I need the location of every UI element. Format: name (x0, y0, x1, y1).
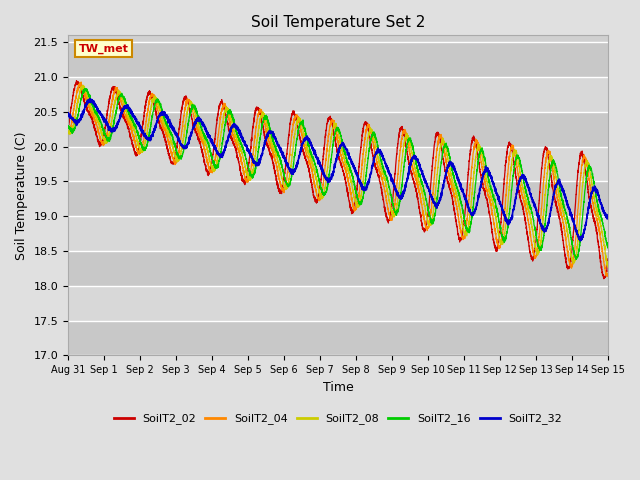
Bar (68, 251, 608, 286)
Bar (68, 42, 608, 77)
Bar (68, 181, 608, 216)
Text: TW_met: TW_met (79, 43, 129, 54)
Bar (68, 286, 608, 321)
Bar (68, 147, 608, 181)
Bar (68, 77, 608, 112)
Y-axis label: Soil Temperature (C): Soil Temperature (C) (15, 131, 28, 260)
Legend: SoilT2_02, SoilT2_04, SoilT2_08, SoilT2_16, SoilT2_32: SoilT2_02, SoilT2_04, SoilT2_08, SoilT2_… (109, 409, 567, 429)
Bar (68, 321, 608, 355)
Bar (68, 112, 608, 147)
X-axis label: Time: Time (323, 381, 353, 394)
Title: Soil Temperature Set 2: Soil Temperature Set 2 (251, 15, 425, 30)
Bar (68, 216, 608, 251)
